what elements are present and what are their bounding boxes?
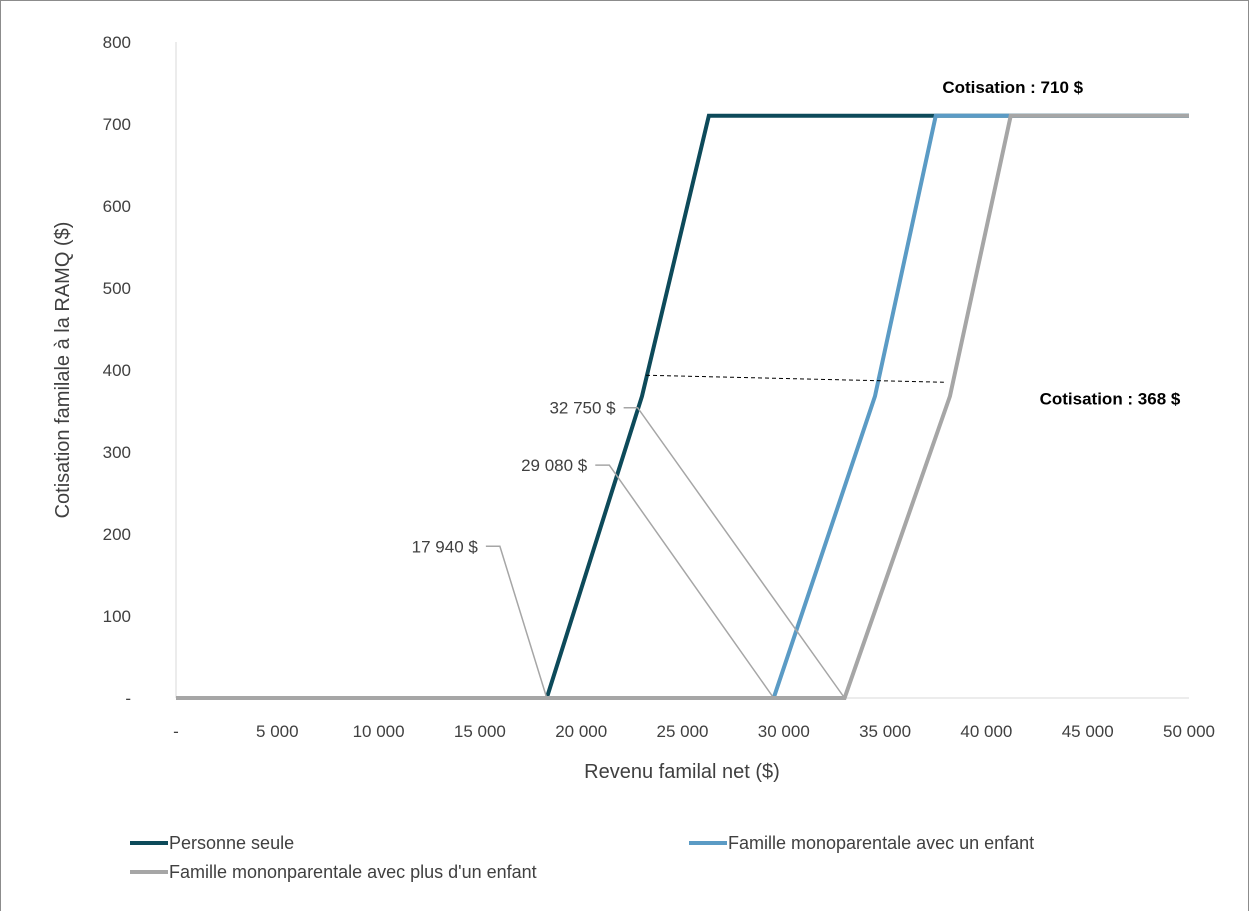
annotation-leader-line (623, 406, 846, 699)
y-tick-label: 400 (103, 361, 131, 380)
y-tick-label: 700 (103, 115, 131, 134)
y-tick-label: 500 (103, 279, 131, 298)
y-tick-label: 800 (103, 33, 131, 52)
x-tick-label: 25 000 (657, 722, 709, 741)
series-line-3 (176, 113, 1189, 700)
annotation-label: 17 940 $ (412, 537, 479, 556)
x-axis-ticks: - 5 000 10 000 15 000 20 000 25 000 30 000 35 0… (173, 722, 1215, 741)
x-tick-label: 15 000 (454, 722, 506, 741)
series-group (176, 113, 1189, 700)
y-tick-label: 600 (103, 197, 131, 216)
annotation-label: Cotisation : 710 $ (942, 78, 1083, 97)
legend: Personne seule Famille monoparentale avec… (130, 833, 1034, 882)
legend-label: Famille monoparentale avec un enfant (728, 833, 1034, 853)
x-tick-label: 50 000 (1163, 722, 1215, 741)
annotation-label: 32 750 $ (549, 399, 616, 418)
series-line-1 (176, 113, 1189, 700)
y-axis-title: Cotisation familale à la RAMQ ($) (52, 222, 74, 519)
annotations: 17 940 $ 29 080 $ 32 750 $ Cotisation : 710… (412, 78, 1181, 699)
annotation-leader-line (595, 464, 775, 699)
y-tick-label: 100 (103, 607, 131, 626)
legend-label: Personne seule (169, 833, 294, 853)
y-tick-label: 200 (103, 525, 131, 544)
reference-line-368 (646, 374, 944, 383)
x-tick-label: 20 000 (555, 722, 607, 741)
x-tick-label: 5 000 (256, 722, 299, 741)
annotation-leader-line (485, 545, 548, 699)
annotation-label: Cotisation : 368 $ (1040, 389, 1181, 408)
y-tick-label: - (125, 689, 131, 708)
annotation-label: 29 080 $ (521, 456, 588, 475)
x-tick-label: - (173, 722, 179, 741)
x-tick-label: 10 000 (353, 722, 405, 741)
x-tick-label: 35 000 (859, 722, 911, 741)
legend-label: Famille mononparentale avec plus d'un en… (169, 862, 537, 882)
x-axis-title: Revenu familal net ($) (584, 761, 780, 783)
y-tick-label: 300 (103, 443, 131, 462)
y-axis-ticks: - 100 200 300 400 500 600 700 800 (103, 33, 131, 708)
x-tick-label: 30 000 (758, 722, 810, 741)
series-line-2 (176, 113, 1189, 700)
x-tick-label: 40 000 (960, 722, 1012, 741)
x-tick-label: 45 000 (1062, 722, 1114, 741)
